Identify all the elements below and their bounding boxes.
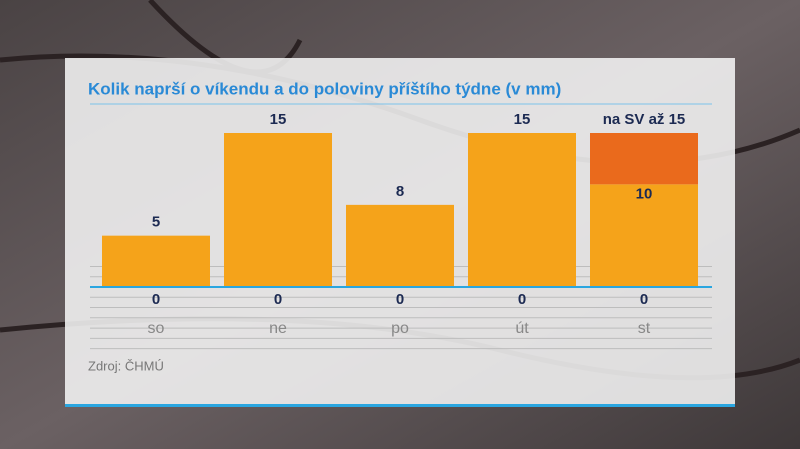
value-label: 0 <box>518 291 526 308</box>
bar <box>468 133 576 287</box>
bar <box>224 133 332 287</box>
x-tick-label: ne <box>269 320 287 337</box>
source: Zdroj: ČHMÚ <box>88 358 164 373</box>
x-tick-label: so <box>148 320 165 337</box>
value-label: 15 <box>514 111 531 128</box>
value-label: 15 <box>270 111 287 128</box>
bar <box>346 204 454 287</box>
value-label: 8 <box>396 183 404 200</box>
chart-title: Kolik naprší o víkendu a do poloviny pří… <box>88 79 561 98</box>
x-tick-label: út <box>515 320 529 337</box>
x-tick-label: po <box>391 320 409 337</box>
bar <box>590 133 698 185</box>
value-label: 0 <box>152 291 160 308</box>
bar <box>102 235 210 287</box>
x-tick-label: st <box>638 320 651 337</box>
value-label: 10 <box>636 185 653 202</box>
value-label: 5 <box>152 214 160 231</box>
value-label: 0 <box>640 291 648 308</box>
panel-bottom-strip <box>65 404 735 407</box>
value-label: 0 <box>396 291 404 308</box>
bar <box>590 184 698 287</box>
annotation: na SV až 15 <box>603 111 686 128</box>
value-label: 0 <box>274 291 282 308</box>
